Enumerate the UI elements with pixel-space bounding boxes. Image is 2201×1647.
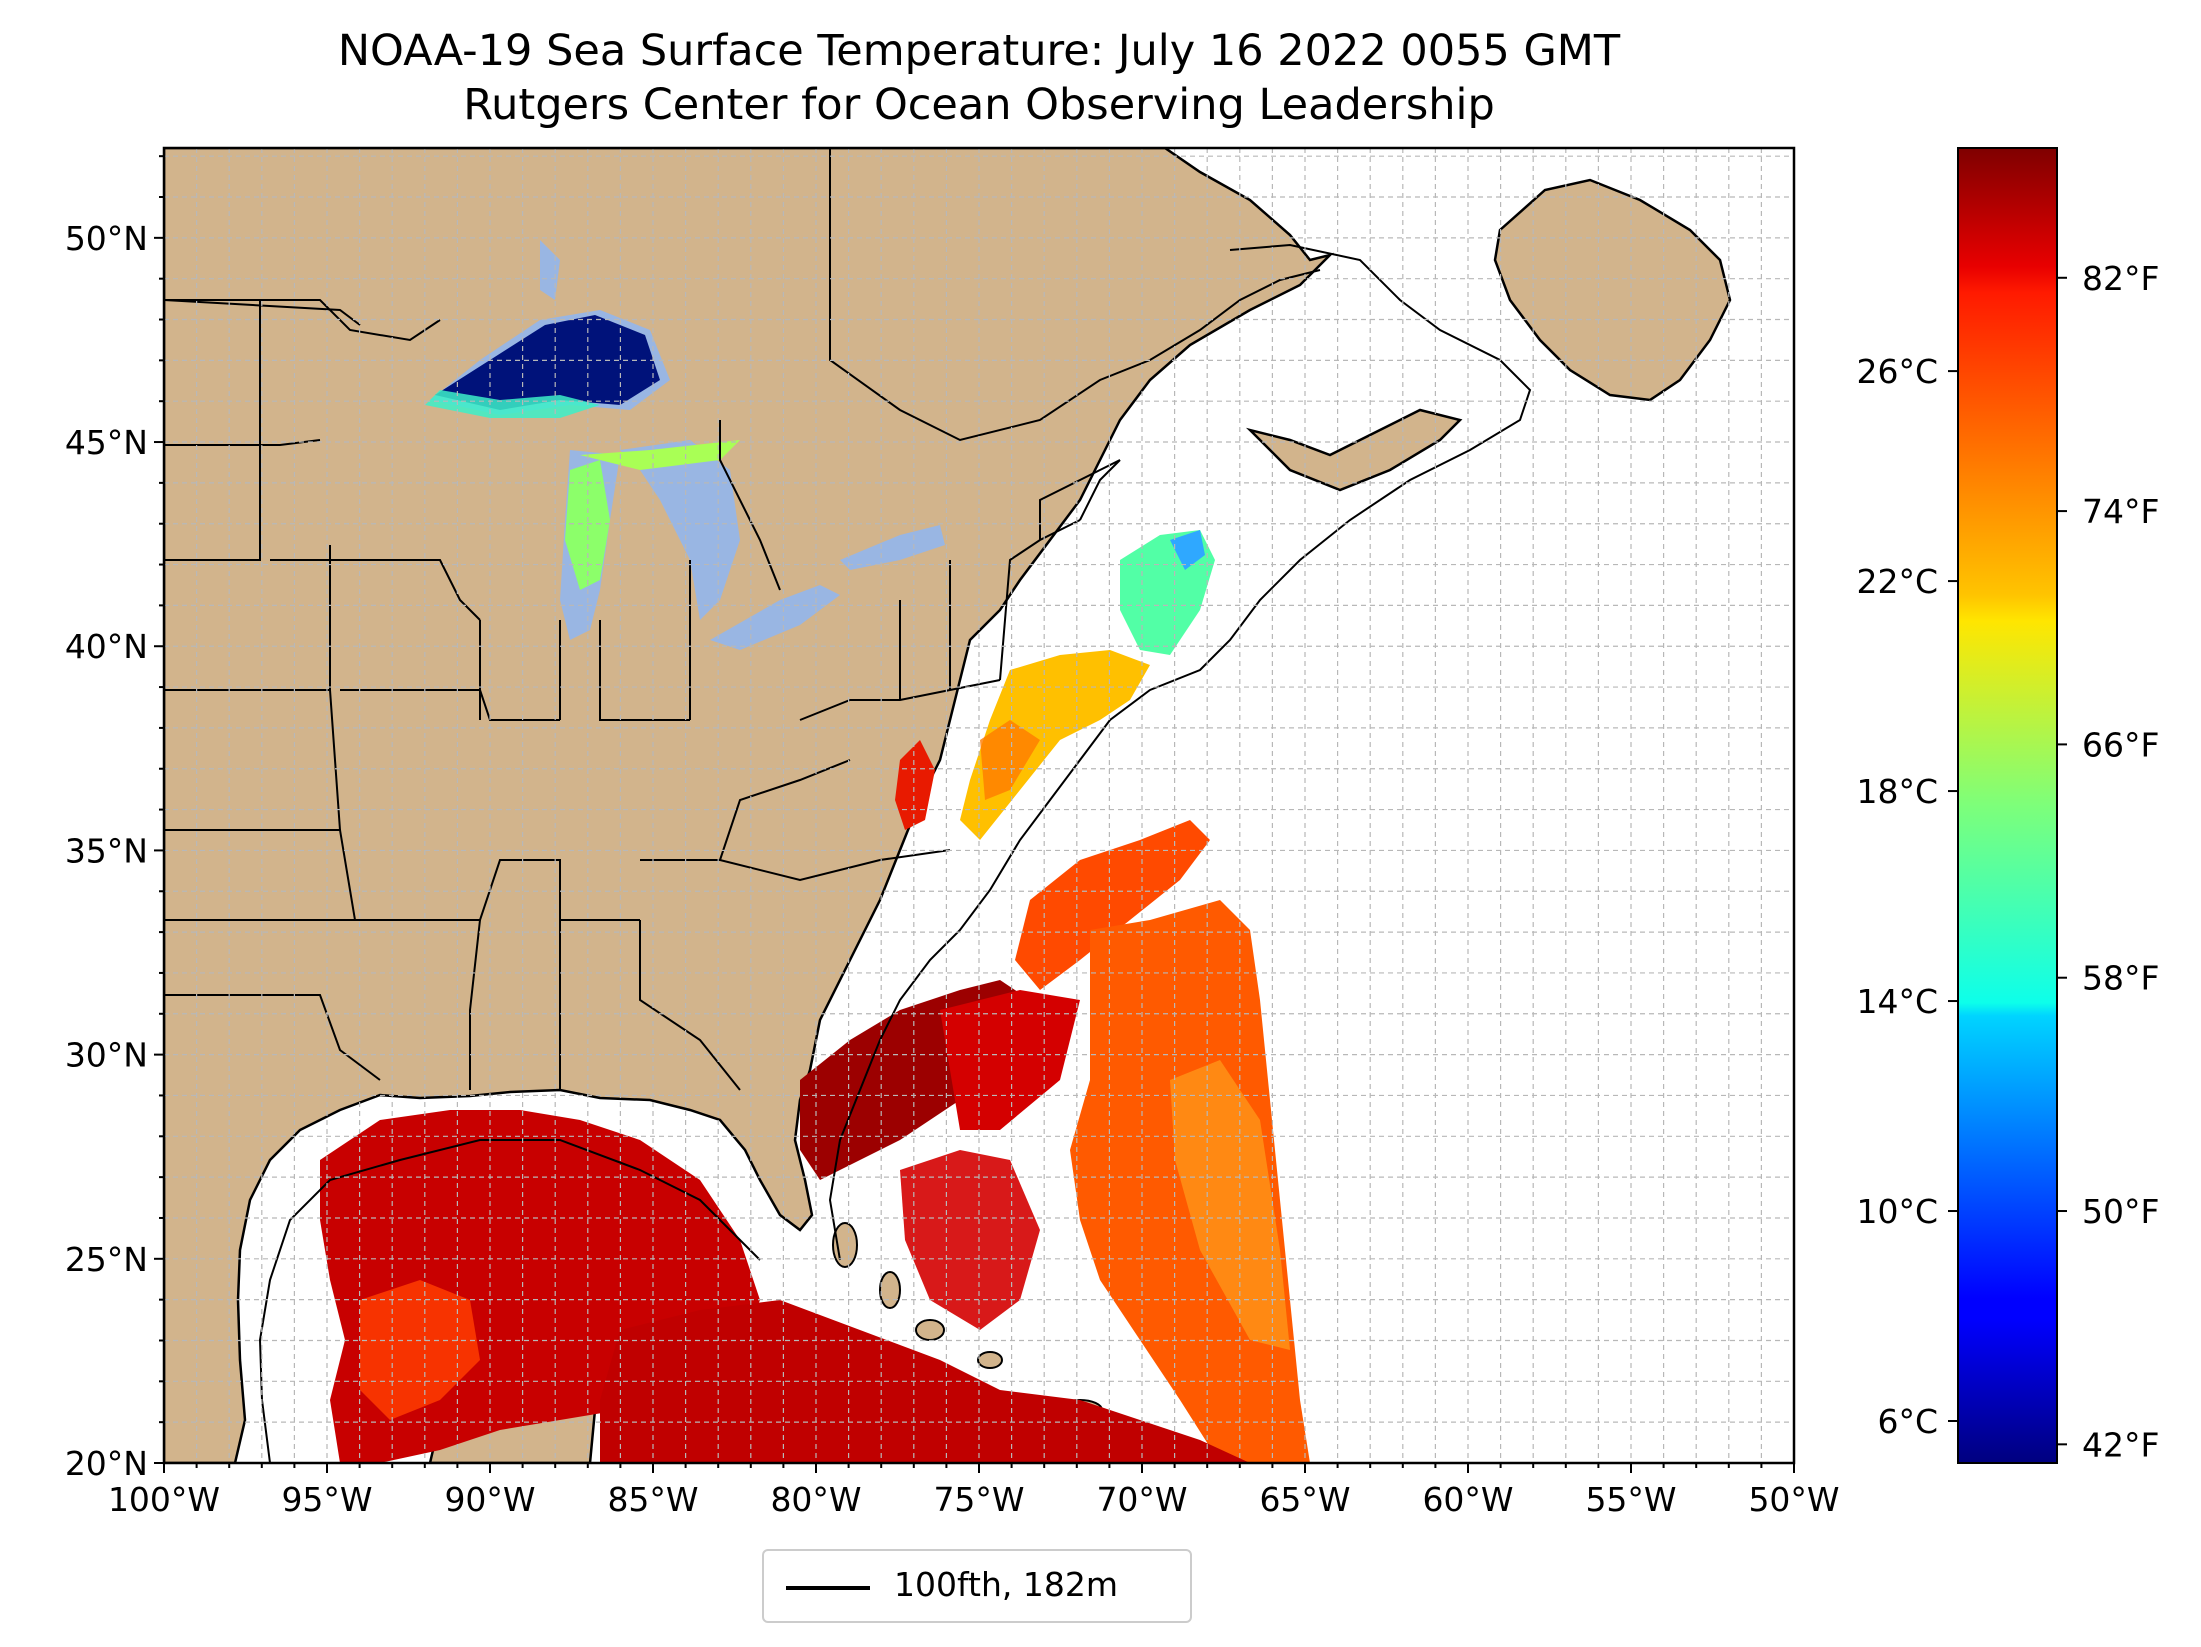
lon-tick-label: 50°W [1748, 1480, 1839, 1519]
colorbar-fahrenheit-axis: 42°F 50°F 58°F 66°F 74°F 82°F [2057, 259, 2159, 1464]
celsius-tick-label: 14°C [1856, 982, 1938, 1021]
sst-lake-superior [435, 315, 660, 410]
colorbar-celsius-axis: 6°C 10°C 14°C 18°C 22°C 26°C [1856, 352, 1958, 1441]
lat-tick-label: 20°N [65, 1444, 148, 1483]
legend-label: 100fth, 182m [894, 1565, 1118, 1604]
fahrenheit-tick-label: 82°F [2082, 259, 2159, 298]
celsius-tick-label: 6°C [1877, 1402, 1938, 1441]
sst-mid-atlantic-warm [980, 720, 1040, 800]
title-line-1: NOAA-19 Sea Surface Temperature: July 16… [337, 26, 1621, 76]
lake-ontario [840, 525, 945, 570]
lon-tick-label: 100°W [108, 1480, 220, 1519]
sst-mid-atlantic [960, 650, 1150, 840]
fahrenheit-tick-label: 42°F [2082, 1425, 2159, 1464]
lat-tick-label: 40°N [65, 627, 148, 666]
lat-tick-label: 30°N [65, 1036, 148, 1075]
fahrenheit-tick-label: 74°F [2082, 492, 2159, 531]
fahrenheit-tick-label: 66°F [2082, 725, 2159, 764]
lon-tick-label: 95°W [281, 1480, 372, 1519]
lake-erie [710, 585, 840, 650]
lon-tick-label: 65°W [1259, 1480, 1350, 1519]
lon-axis: 100°W 95°W 90°W 85°W 80°W 75°W 70°W 65°W 60°W 55°… [108, 1463, 1840, 1519]
lon-tick-label: 55°W [1585, 1480, 1676, 1519]
lon-tick-label: 60°W [1422, 1480, 1513, 1519]
sst-lake-michigan [565, 460, 610, 590]
sst-bahamas-red [900, 1150, 1040, 1330]
lon-tick-label: 70°W [1096, 1480, 1187, 1519]
gridlines [164, 148, 1794, 1463]
lon-tick-label: 75°W [933, 1480, 1024, 1519]
lon-tick-label: 90°W [444, 1480, 535, 1519]
lake-huron [620, 440, 740, 620]
legend-line-swatch [786, 1586, 870, 1590]
sst-gulf-orange [360, 1280, 480, 1420]
celsius-tick-label: 10°C [1856, 1192, 1938, 1231]
lat-axis: 20°N 25°N 30°N 35°N 40°N 45°N 50°N [65, 155, 164, 1483]
lat-tick-label: 35°N [65, 831, 148, 870]
lat-tick-label: 25°N [65, 1240, 148, 1279]
sst-east-block-orange [1170, 1060, 1290, 1350]
isobath-legend: 100fth, 182m [762, 1549, 1192, 1623]
sst-lake-michigan-north [580, 440, 740, 470]
sst-chesapeake [895, 740, 935, 830]
lat-tick-label: 45°N [65, 423, 148, 462]
celsius-tick-label: 26°C [1856, 352, 1938, 391]
title-line-2: Rutgers Center for Ocean Observing Leade… [463, 80, 1495, 130]
colorbar [1957, 147, 2058, 1464]
map-title: NOAA-19 Sea Surface Temperature: July 16… [164, 24, 1794, 132]
fahrenheit-tick-label: 50°F [2082, 1192, 2159, 1231]
lat-tick-label: 50°N [65, 219, 148, 258]
fahrenheit-tick-label: 58°F [2082, 959, 2159, 998]
celsius-tick-label: 22°C [1856, 562, 1938, 601]
land-nova-scotia [1245, 408, 1463, 492]
sst-lake-superior-edge [425, 390, 600, 418]
lon-tick-label: 85°W [607, 1480, 698, 1519]
sst-gulf-maine-cold [1170, 530, 1205, 570]
lon-tick-label: 80°W [770, 1480, 861, 1519]
celsius-tick-label: 18°C [1856, 772, 1938, 811]
sst-gulf-stream-north [1015, 820, 1210, 990]
map-area [164, 148, 1794, 1463]
